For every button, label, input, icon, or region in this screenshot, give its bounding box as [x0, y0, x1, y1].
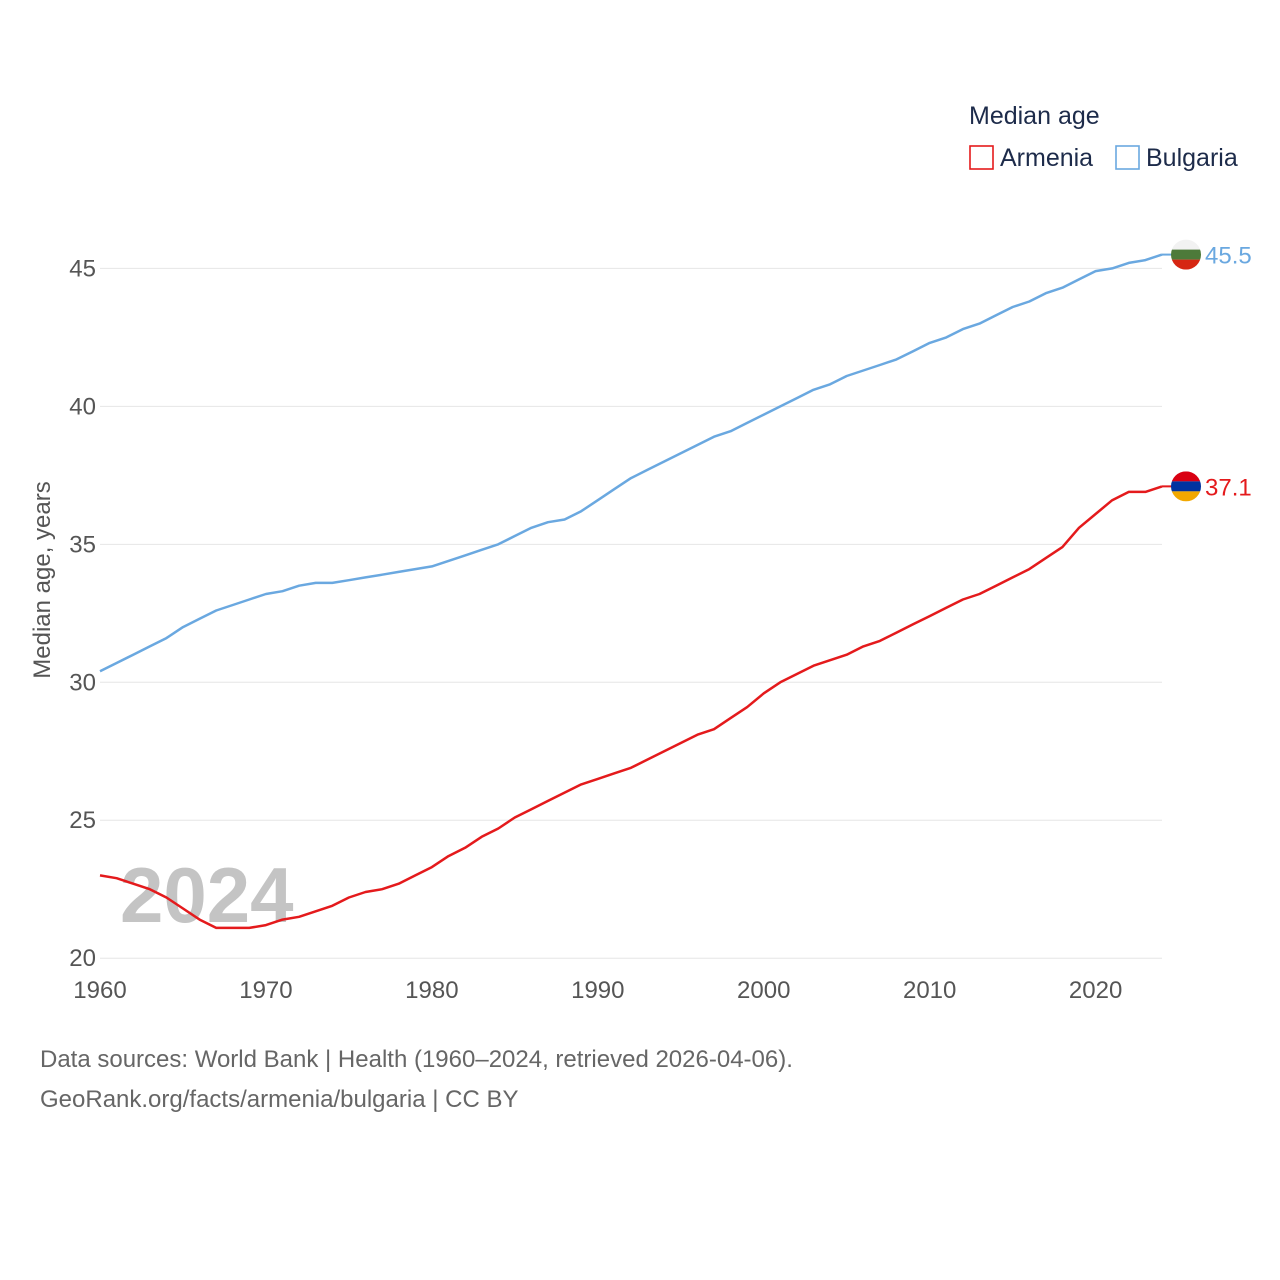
attribution-text: GeoRank.org/facts/armenia/bulgaria | CC …: [40, 1086, 519, 1113]
series-line-bulgaria[interactable]: [99, 253, 1163, 673]
y-tick-label: 45: [69, 255, 96, 282]
x-tick-label: 2000: [737, 977, 790, 1004]
series-line-armenia[interactable]: [99, 485, 1163, 930]
x-tick-label: 2020: [1069, 977, 1122, 1004]
data-source-text: Data sources: World Bank | Health (1960–…: [40, 1046, 793, 1073]
armenia-flag-icon: [1171, 471, 1201, 502]
legend-title: Median age: [969, 102, 1100, 130]
y-axis-title: Median age, years: [29, 481, 56, 678]
bulgaria-flag-icon: [1171, 239, 1201, 270]
gridlines: [100, 267, 1162, 959]
legend-swatch-armenia: [969, 145, 994, 170]
x-axis-ticks: 1960 1970 1980 1990 2000 2010 2020: [73, 977, 1122, 1004]
legend-item-bulgaria[interactable]: Bulgaria: [1115, 144, 1238, 172]
legend: Median age Armenia Bulgaria: [969, 102, 1238, 172]
y-tick-label: 20: [69, 945, 96, 972]
footer: Data sources: World Bank | Health (1960–…: [40, 1040, 793, 1120]
y-tick-label: 40: [69, 393, 96, 420]
y-axis-ticks: 20 25 30 35 40 45: [69, 255, 96, 972]
legend-label-armenia: Armenia: [1000, 144, 1093, 172]
y-tick-label: 25: [69, 807, 96, 834]
x-tick-label: 2010: [903, 977, 956, 1004]
series-end-markers: 37.1 45.5: [1162, 239, 1252, 502]
legend-label-bulgaria: Bulgaria: [1146, 144, 1238, 172]
legend-item-armenia[interactable]: Armenia: [969, 144, 1093, 172]
x-tick-label: 1970: [239, 977, 292, 1004]
series-lines: [99, 253, 1163, 930]
end-value-label-armenia: 37.1: [1205, 474, 1252, 501]
x-tick-label: 1990: [571, 977, 624, 1004]
y-tick-label: 30: [69, 669, 96, 696]
x-tick-label: 1980: [405, 977, 458, 1004]
legend-swatch-bulgaria: [1115, 145, 1140, 170]
median-age-chart: 20 25 30 35 40 45 1960 1970 1980 1990 2000 2010 202…: [29, 102, 1252, 1004]
end-value-label-bulgaria: 45.5: [1205, 243, 1252, 270]
x-tick-label: 1960: [73, 977, 126, 1004]
y-tick-label: 35: [69, 531, 96, 558]
